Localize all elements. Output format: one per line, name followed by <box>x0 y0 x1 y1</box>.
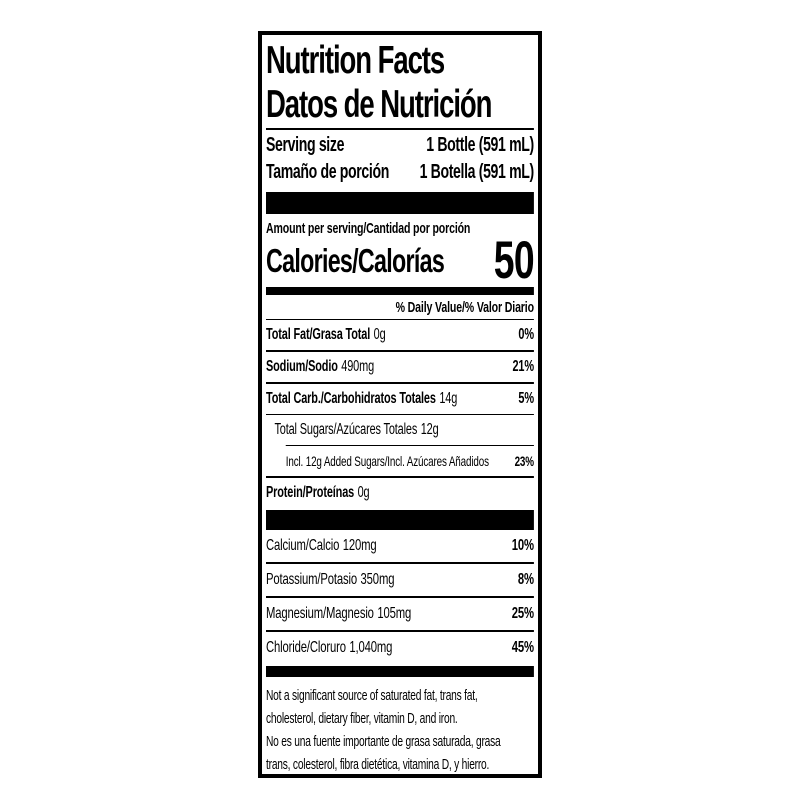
serving-size-row-es: Tamaño de porción 1 Botella (591 mL) <box>266 159 534 186</box>
thick-separator-bar <box>266 192 534 214</box>
divider <box>266 414 534 415</box>
divider <box>266 476 534 478</box>
serving-size-label: Serving size <box>266 134 345 156</box>
mineral-name: Magnesium/Magnesio <box>266 605 374 622</box>
nutrient-name: Total Fat/Grasa Total <box>266 326 371 343</box>
nutrient-row-total-carb: Total Carb./Carbohidratos Totales 14g 5% <box>266 384 534 414</box>
nutrient-amount: 0g <box>357 484 370 501</box>
serving-size-row-en: Serving size 1 Bottle (591 mL) <box>266 132 534 159</box>
footnote-line: Not a significant source of saturated fa… <box>266 688 478 704</box>
nutrient-label: Total Fat/Grasa Total 0g <box>266 325 386 345</box>
nutrient-dv: 0% <box>518 326 534 343</box>
mineral-row-potassium: Potassium/Potasio 350mg 8% <box>266 564 534 596</box>
divider <box>266 350 534 352</box>
divider <box>266 562 534 564</box>
mineral-name: Potassium/Potasio <box>266 571 358 588</box>
nutrient-label: Protein/Proteínas 0g <box>266 483 370 503</box>
label-content: Nutrition Facts Datos de Nutrición Servi… <box>266 39 535 774</box>
nutrient-dv: 21% <box>512 358 534 375</box>
mineral-row-magnesium: Magnesium/Magnesio 105mg 25% <box>266 598 534 630</box>
nutrition-facts-label: Nutrition Facts Datos de Nutrición Servi… <box>258 31 542 778</box>
nutrient-amount: 0g <box>373 326 386 343</box>
indented-divider <box>285 445 534 446</box>
footnote: Not a significant source of saturated fa… <box>266 681 534 774</box>
amount-per-serving-label: Amount per serving/Cantidad por porción <box>266 220 471 237</box>
nutrient-name: Total Sugars/Azúcares Totales <box>274 421 418 438</box>
mineral-amount: 105mg <box>377 605 412 622</box>
nutrient-dv: 23% <box>514 453 534 469</box>
nutrient-row-sodium: Sodium/Sodio 490mg 21% <box>266 352 534 382</box>
divider <box>266 382 534 384</box>
medium-separator-bar <box>266 666 534 677</box>
calories-value: 50 <box>493 231 535 290</box>
serving-size-value-es: 1 Botella (591 mL) <box>419 161 535 183</box>
nutrient-amount: 14g <box>439 390 458 407</box>
mineral-name: Chloride/Cloruro <box>266 639 346 656</box>
divider <box>266 630 534 632</box>
mineral-name: Calcium/Calcio <box>266 537 340 554</box>
mineral-amount: 350mg <box>360 571 395 588</box>
divider <box>266 596 534 598</box>
nutrient-name: Total Carb./Carbohidratos Totales <box>266 390 436 407</box>
nutrient-name: Incl. 12g Added Sugars/Incl. Azúcares Añ… <box>285 453 489 469</box>
nutrient-row-total-fat: Total Fat/Grasa Total 0g 0% <box>266 320 534 350</box>
mineral-amount: 1,040mg <box>349 639 393 656</box>
title-divider <box>266 128 534 130</box>
mineral-row-chloride: Chloride/Cloruro 1,040mg 45% <box>266 632 534 664</box>
serving-size-value: 1 Bottle (591 mL) <box>426 134 534 156</box>
nutrient-dv: 5% <box>518 390 534 407</box>
mineral-label: Magnesium/Magnesio 105mg <box>266 604 411 624</box>
footnote-line: No es una fuente importante de grasa sat… <box>266 734 501 750</box>
title-english: Nutrition Facts <box>266 39 445 82</box>
title-spanish: Datos de Nutrición <box>266 83 492 126</box>
serving-size-label-es: Tamaño de porción <box>266 161 390 183</box>
footnote-line: trans, colesterol, fibra dietética, vita… <box>266 757 490 773</box>
nutrient-amount: 490mg <box>341 358 375 375</box>
mineral-dv: 8% <box>517 571 534 588</box>
nutrient-amount: 12g <box>420 421 439 438</box>
nutrient-label: Total Sugars/Azúcares Totales 12g <box>274 420 438 440</box>
nutrient-row-total-sugars: Total Sugars/Azúcares Totales 12g <box>266 415 534 445</box>
nutrient-label: Sodium/Sodio 490mg <box>266 357 374 377</box>
calories-row: Calories/Calorías 50 <box>266 231 535 290</box>
mineral-dv: 45% <box>511 639 534 656</box>
daily-value-header: % Daily Value/% Valor Diario <box>395 299 534 316</box>
divider <box>266 319 534 320</box>
medium-separator-bar <box>266 287 534 295</box>
nutrient-label: Total Carb./Carbohidratos Totales 14g <box>266 389 457 409</box>
calories-label: Calories/Calorías <box>266 242 445 279</box>
mineral-label: Potassium/Potasio 350mg <box>266 570 394 590</box>
mineral-dv: 25% <box>511 605 534 622</box>
mineral-label: Chloride/Cloruro 1,040mg <box>266 638 392 658</box>
nutrient-name: Protein/Proteínas <box>266 484 355 501</box>
footnote-line: cholesterol, dietary fiber, vitamin D, a… <box>266 711 458 727</box>
mineral-amount: 120mg <box>342 537 377 554</box>
mineral-row-calcium: Calcium/Calcio 120mg 10% <box>266 530 534 562</box>
mineral-dv: 10% <box>511 537 534 554</box>
thick-separator-bar <box>266 510 534 530</box>
nutrient-row-added-sugars: Incl. 12g Added Sugars/Incl. Azúcares Añ… <box>266 446 534 476</box>
nutrient-label: Incl. 12g Added Sugars/Incl. Azúcares Añ… <box>286 451 489 471</box>
nutrient-name: Sodium/Sodio <box>266 358 338 375</box>
nutrient-row-protein: Protein/Proteínas 0g <box>266 478 534 508</box>
mineral-label: Calcium/Calcio 120mg <box>266 536 377 556</box>
